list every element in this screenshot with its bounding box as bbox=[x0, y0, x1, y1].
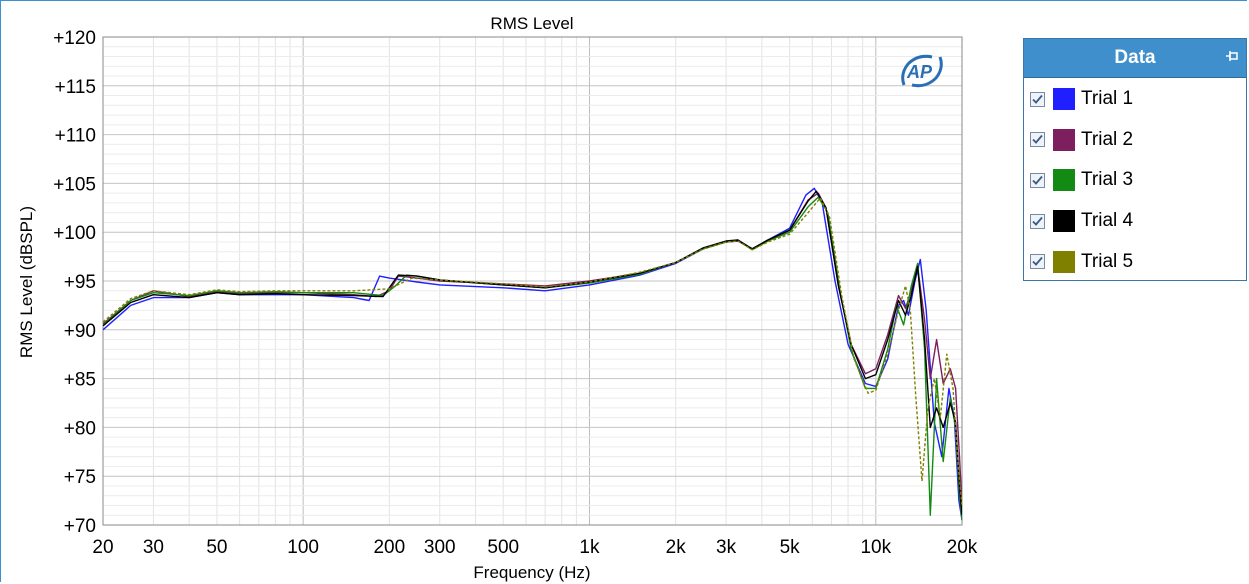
x-tick-label: 50 bbox=[206, 537, 227, 558]
legend-item-trial-4[interactable]: Trial 4 bbox=[1030, 206, 1133, 236]
x-tick-label: 5k bbox=[780, 537, 801, 558]
svg-text:AP: AP bbox=[906, 62, 933, 82]
x-tick-label: 500 bbox=[487, 537, 519, 558]
legend-checkbox[interactable] bbox=[1030, 254, 1045, 270]
legend-item-trial-3[interactable]: Trial 3 bbox=[1030, 165, 1133, 195]
x-tick-label: 3k bbox=[716, 537, 737, 558]
legend-swatch bbox=[1053, 250, 1075, 273]
chart: 20 30 50 100 200 300 500 1k 2k 3k 5k 10k 20k +70+75+… bbox=[17, 14, 978, 582]
x-tick-label: 1k bbox=[579, 537, 600, 558]
ap-logo-icon: AP bbox=[901, 54, 943, 88]
y-tick-label: +90 bbox=[64, 321, 96, 342]
checkmark-icon bbox=[1032, 175, 1043, 185]
y-tick-label: +100 bbox=[53, 223, 96, 244]
legend-item-trial-2[interactable]: Trial 2 bbox=[1030, 125, 1133, 155]
legend-item-trial-1[interactable]: Trial 1 bbox=[1030, 84, 1133, 114]
y-tick-label: +115 bbox=[55, 77, 96, 98]
legend-checkbox[interactable] bbox=[1030, 172, 1045, 188]
x-tick-label: 100 bbox=[287, 537, 319, 558]
legend-checkbox[interactable] bbox=[1030, 132, 1045, 148]
plot-border bbox=[102, 36, 963, 526]
x-tick-labels: 20 30 50 100 200 300 500 1k 2k 3k 5k 10k 20k bbox=[92, 537, 977, 558]
y-tick-label: +120 bbox=[53, 28, 96, 49]
x-tick-label: 2k bbox=[666, 537, 687, 558]
legend-panel: Data Trial 1 Trial 2 Trial 3 Trial 4 Trial 5 bbox=[1023, 38, 1247, 281]
series-line-trial-4 bbox=[103, 190, 962, 516]
legend-checkbox[interactable] bbox=[1030, 91, 1045, 107]
x-tick-label: 30 bbox=[143, 537, 164, 558]
legend-swatch bbox=[1053, 169, 1075, 192]
x-tick-label: 200 bbox=[373, 537, 405, 558]
legend-item-trial-5[interactable]: Trial 5 bbox=[1030, 247, 1133, 277]
y-tick-label: +75 bbox=[64, 467, 96, 488]
x-axis-title: Frequency (Hz) bbox=[473, 563, 590, 582]
y-tick-label: +85 bbox=[64, 370, 96, 391]
legend-label: Trial 4 bbox=[1081, 210, 1134, 232]
x-tick-label: 300 bbox=[424, 537, 456, 558]
legend-label: Trial 5 bbox=[1081, 250, 1134, 272]
checkmark-icon bbox=[1032, 94, 1043, 104]
series-layer bbox=[103, 187, 962, 521]
y-tick-label: +70 bbox=[64, 516, 96, 537]
y-tick-label: +80 bbox=[64, 418, 96, 439]
legend-title: Data bbox=[1114, 47, 1156, 68]
legend-swatch bbox=[1053, 88, 1075, 110]
x-tick-label: 20 bbox=[92, 537, 113, 558]
legend-label: Trial 2 bbox=[1081, 128, 1134, 150]
x-tick-label: 10k bbox=[860, 537, 891, 558]
x-tick-label: 20k bbox=[947, 537, 978, 558]
checkmark-icon bbox=[1032, 216, 1043, 226]
y-tick-label: +95 bbox=[64, 272, 96, 293]
grid bbox=[102, 36, 963, 526]
legend-label: Trial 1 bbox=[1081, 88, 1134, 109]
legend-swatch bbox=[1053, 128, 1075, 151]
y-axis-title: RMS Level (dBSPL) bbox=[17, 206, 36, 358]
checkmark-icon bbox=[1032, 135, 1043, 145]
checkmark-icon bbox=[1032, 257, 1043, 267]
legend-header[interactable]: Data bbox=[1024, 39, 1246, 78]
legend-label: Trial 3 bbox=[1081, 169, 1134, 191]
y-tick-label: +105 bbox=[53, 174, 96, 195]
chart-title: RMS Level bbox=[490, 14, 573, 33]
legend-swatch bbox=[1053, 210, 1075, 233]
y-tick-labels: +70 +75 +80 +85 +90 +95 +100 +105 +110 +115 +120 bbox=[53, 28, 96, 537]
series-line-trial-5 bbox=[103, 197, 962, 506]
pin-icon[interactable] bbox=[1224, 48, 1240, 64]
y-tick-label: +110 bbox=[55, 126, 96, 147]
legend-checkbox[interactable] bbox=[1030, 213, 1045, 229]
